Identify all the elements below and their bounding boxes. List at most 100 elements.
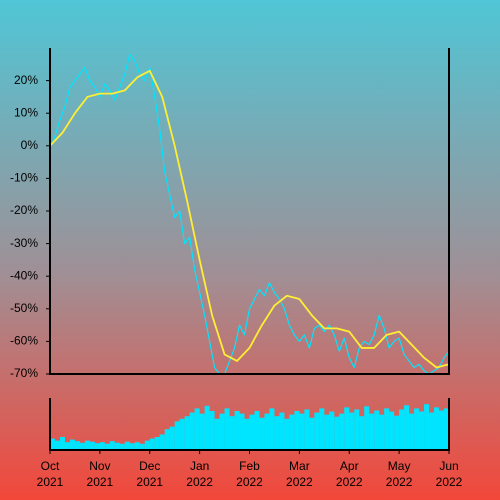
volume-bar xyxy=(444,408,450,450)
x-tick-label: Dec 2021 xyxy=(136,459,164,489)
volume-bar xyxy=(64,442,70,450)
x-tick-label: May 2022 xyxy=(385,459,413,489)
volume-bar xyxy=(334,416,340,450)
volume-bar xyxy=(134,442,140,450)
volume-bar xyxy=(124,441,130,450)
volume-bar xyxy=(79,442,85,450)
volume-bar xyxy=(224,408,230,450)
volume-bar xyxy=(304,409,310,450)
volume-bar xyxy=(109,441,115,450)
volume-bar xyxy=(179,418,185,450)
line-series xyxy=(49,69,450,369)
volume-bar xyxy=(69,439,75,450)
volume-bar xyxy=(374,410,380,450)
volume-bar xyxy=(299,413,305,450)
volume-bar xyxy=(429,412,435,450)
x-tick-label: Jun 2022 xyxy=(435,459,463,489)
volume-bar xyxy=(354,409,360,450)
volume-bar xyxy=(144,440,150,450)
volume-bar xyxy=(104,443,110,450)
volume-bar xyxy=(309,417,315,450)
volume-bar xyxy=(169,426,175,450)
volume-bar xyxy=(314,412,320,450)
volume-bar xyxy=(364,406,370,450)
volume-bar xyxy=(269,408,275,450)
volume-bar xyxy=(174,421,180,450)
volume-bar xyxy=(284,418,290,450)
volume-bar xyxy=(369,413,375,450)
volume-bar xyxy=(234,411,240,450)
volume-bar xyxy=(339,413,345,450)
volume-bar xyxy=(329,411,335,450)
line-series xyxy=(49,53,450,375)
volume-bar xyxy=(384,408,390,450)
y-tick-label: -30% xyxy=(10,236,38,250)
volume-bar xyxy=(94,443,100,450)
volume-bar xyxy=(409,413,415,450)
volume-bar xyxy=(229,416,235,450)
volume-bar xyxy=(379,414,385,450)
volume-bar xyxy=(149,438,155,450)
volume-bar xyxy=(194,408,200,450)
volume-bar xyxy=(214,418,220,450)
volume-bar xyxy=(114,442,120,450)
volume-bar xyxy=(244,418,250,450)
volume-bar xyxy=(439,410,445,450)
y-tick-label: -70% xyxy=(10,366,38,380)
volume-bar xyxy=(159,434,165,450)
volume-bar xyxy=(359,416,365,450)
volume-bar xyxy=(139,443,145,450)
volume-bar xyxy=(129,443,135,450)
x-tick-label: Jan 2022 xyxy=(186,459,213,489)
volume-bar xyxy=(239,413,245,450)
volume-bar xyxy=(289,414,295,450)
volume-bar xyxy=(399,409,405,450)
volume-frame xyxy=(49,398,450,451)
y-tick-label: -10% xyxy=(10,171,38,185)
volume-bar xyxy=(154,437,160,450)
x-tick-label: Mar 2022 xyxy=(286,459,313,489)
volume-bar xyxy=(164,429,170,450)
volume-bar xyxy=(279,412,285,450)
volume-bar xyxy=(434,407,440,450)
volume-bar xyxy=(74,441,80,450)
volume-bar xyxy=(419,411,425,450)
x-tick-label: Feb 2022 xyxy=(236,459,263,489)
volume-bar xyxy=(344,407,350,450)
volume-bar xyxy=(99,442,105,450)
volume-bar xyxy=(389,411,395,450)
volume-bar xyxy=(404,405,410,450)
y-tick-label: 10% xyxy=(14,105,38,119)
volume-bar xyxy=(84,440,90,450)
y-tick-label: -20% xyxy=(10,203,38,217)
x-tick-label: Apr 2022 xyxy=(335,459,363,489)
volume-bar xyxy=(89,441,95,450)
volume-bar xyxy=(349,412,355,450)
volume-bar xyxy=(254,411,260,450)
volume-bar xyxy=(204,405,210,450)
volume-bar xyxy=(319,408,325,450)
y-tick-label: -50% xyxy=(10,301,38,315)
plot-frame xyxy=(49,48,450,375)
volume-bar xyxy=(189,412,195,450)
x-tick-label: Oct 2021 xyxy=(36,459,64,489)
volume-bar xyxy=(294,411,300,450)
y-tick-label: 0% xyxy=(21,138,39,152)
volume-bar xyxy=(209,411,215,450)
volume-bar xyxy=(424,404,430,450)
volume-bar xyxy=(259,417,265,450)
x-tick-label: Nov 2021 xyxy=(86,459,114,489)
volume-bar xyxy=(394,415,400,450)
volume-bar xyxy=(59,437,65,450)
volume-bar xyxy=(54,440,60,450)
volume-bar xyxy=(219,413,225,450)
volume-bar xyxy=(199,413,205,450)
y-tick-label: -60% xyxy=(10,334,38,348)
volume-bar xyxy=(274,416,280,450)
volume-bar xyxy=(184,416,190,450)
volume-bar xyxy=(119,443,125,450)
volume-bar xyxy=(49,438,55,450)
volume-bar xyxy=(249,414,255,450)
